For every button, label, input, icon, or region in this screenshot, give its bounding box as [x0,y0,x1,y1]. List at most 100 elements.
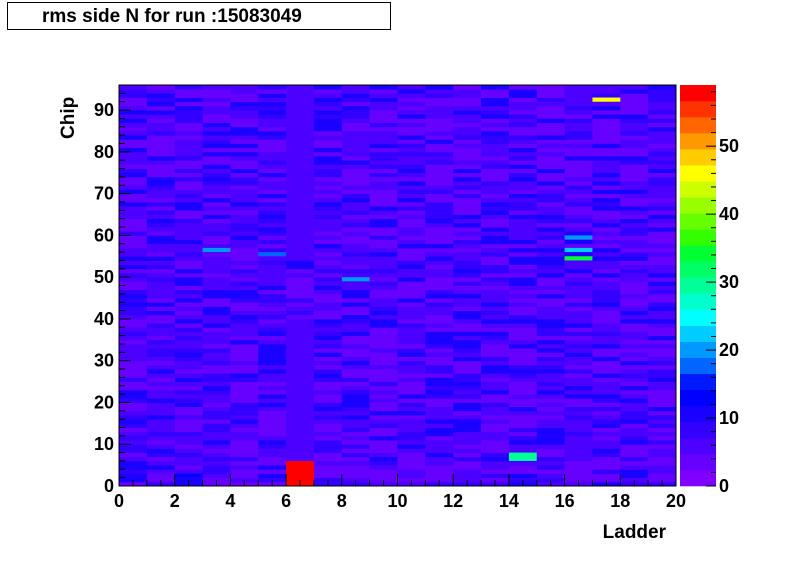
heatmap-cell [258,172,287,178]
heatmap-cell [119,143,148,149]
heatmap-cell [425,369,454,374]
heatmap-cell [508,272,538,278]
heatmap-cell [564,410,593,416]
heatmap-cell [202,402,231,408]
heatmap-cell [202,239,231,245]
heatmap-cell [202,243,231,249]
heatmap-cell [397,176,426,182]
heatmap-cell [258,89,287,94]
heatmap-cell [620,373,649,378]
heatmap-cell [648,335,677,341]
z-tick-label: 40 [719,204,739,224]
heatmap-cell [258,143,287,149]
heatmap-cell [648,440,677,445]
heatmap-cell [620,477,649,483]
heatmap-cell [397,356,426,362]
palette-swatch [680,85,716,102]
heatmap-cell [146,435,176,441]
heatmap-cell [369,369,398,374]
heatmap-cell [564,239,593,245]
heatmap-cell [425,231,454,236]
heatmap-cell [536,423,565,428]
heatmap-cell [202,419,231,424]
heatmap-cell [453,89,482,94]
heatmap-cell [508,402,538,408]
heatmap-cell [313,256,343,261]
heatmap-cell [146,264,176,270]
heatmap-cell [508,318,538,324]
heatmap-cell [564,164,593,169]
heatmap-cell [146,369,176,374]
heatmap-cell [648,435,677,441]
heatmap-cell [508,243,538,249]
heatmap-cell [425,168,454,174]
heatmap-cell [119,440,148,445]
heatmap-cell [313,385,343,391]
heatmap-cell [313,373,343,378]
heatmap-cell [620,247,649,253]
heatmap-cell [648,406,677,412]
heatmap-cell [258,310,287,316]
heatmap-cell [508,398,538,403]
heatmap-cell [119,460,148,466]
heatmap-cell [230,118,259,123]
heatmap-cell [453,214,482,220]
heatmap-cell [146,339,176,345]
heatmap-cell [620,272,649,278]
heatmap-cell [119,293,148,299]
heatmap-cell [508,289,538,295]
heatmap-cell [648,352,677,357]
heatmap-cell [230,189,259,195]
heatmap-cell [174,323,203,328]
heatmap-cell [536,360,565,366]
heatmap-cell [453,402,482,408]
heatmap-cell [146,156,176,161]
heatmap-cell [453,181,482,186]
heatmap-cell [174,406,203,412]
heatmap-cell [453,427,482,433]
heatmap-hot-cell [258,252,287,257]
heatmap-cell [536,105,565,111]
heatmap-cell [536,327,565,332]
heatmap-cell [341,214,371,220]
y-tick-label: 50 [94,267,114,287]
heatmap-cell [258,385,287,391]
heatmap-cell [369,460,398,466]
heatmap-cell [648,189,677,195]
heatmap-cell [119,352,148,357]
heatmap-cell [481,348,510,353]
heatmap-cell [258,431,287,437]
heatmap-cell [620,285,649,291]
heatmap-cell [481,469,510,474]
heatmap-cell [453,318,482,324]
heatmap-cell [508,389,538,395]
heatmap-cell [146,114,176,119]
heatmap-cell [592,101,621,107]
heatmap-cell [146,189,176,195]
heatmap-cell [648,218,677,224]
heatmap-cell [648,356,677,362]
heatmap-cell [508,193,538,199]
heatmap-cell [536,130,565,136]
heatmap-cell [202,235,231,240]
heatmap-cell [648,281,677,286]
heatmap-cell [508,105,538,111]
heatmap-cell [202,151,231,157]
heatmap-cell [397,302,426,307]
heatmap-cell [453,210,482,215]
heatmap-cell [341,298,371,303]
heatmap-cell [258,343,287,349]
heatmap-cell [341,85,371,90]
heatmap-cell [369,176,398,182]
heatmap-cell [648,289,677,295]
heatmap-cell [536,243,565,249]
heatmap-cell [174,85,203,90]
heatmap-cell [174,93,203,98]
heatmap-cell [397,89,426,94]
heatmap-cell [369,402,398,408]
heatmap-cell [258,193,287,199]
heatmap-cell [453,389,482,395]
heatmap-cell [174,130,203,136]
heatmap-cell [119,176,148,182]
heatmap-cell [453,298,482,303]
